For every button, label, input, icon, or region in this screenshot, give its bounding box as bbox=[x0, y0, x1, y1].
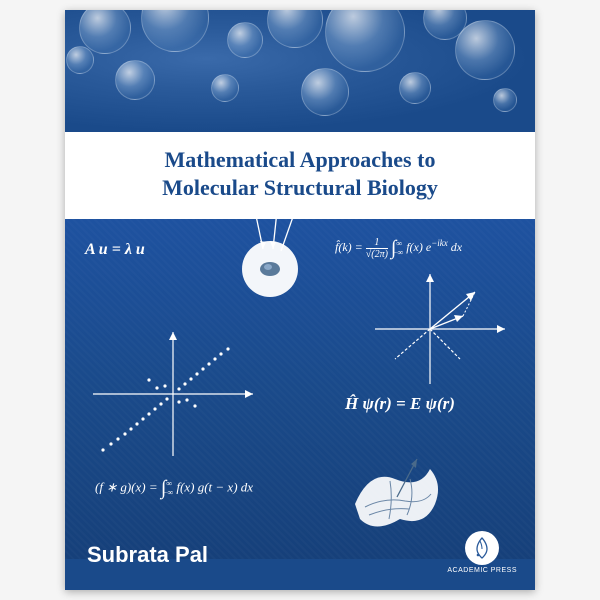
book-cover: Mathematical Approaches to Molecular Str… bbox=[65, 10, 535, 590]
scatter-point bbox=[116, 437, 119, 440]
scatter-point bbox=[226, 347, 229, 350]
scatter-point bbox=[123, 432, 126, 435]
scatter-point bbox=[177, 387, 180, 390]
scatter-point bbox=[207, 362, 210, 365]
water-bubble bbox=[493, 88, 517, 112]
publisher-logo-icon bbox=[465, 531, 499, 565]
scatter-point bbox=[185, 398, 188, 401]
publisher-label: ACADEMIC PRESS bbox=[447, 567, 517, 574]
book-title: Mathematical Approaches to Molecular Str… bbox=[85, 146, 515, 201]
surface-diagram bbox=[335, 449, 465, 539]
water-bubble bbox=[301, 68, 349, 116]
scatter-point bbox=[153, 407, 156, 410]
scatter-point bbox=[213, 357, 216, 360]
scatter-diagram bbox=[83, 324, 263, 464]
water-bubble bbox=[227, 22, 263, 58]
equation-eigen: A u = λ u bbox=[85, 241, 145, 259]
scatter-point bbox=[101, 448, 104, 451]
scatter-point bbox=[129, 427, 132, 430]
vector-diagram bbox=[365, 264, 515, 394]
water-bubble bbox=[211, 74, 239, 102]
scatter-point bbox=[147, 412, 150, 415]
bubble-band bbox=[65, 10, 535, 132]
water-bubble bbox=[141, 10, 209, 52]
water-bubble bbox=[267, 10, 323, 48]
scatter-point bbox=[193, 404, 196, 407]
water-bubble bbox=[455, 20, 515, 80]
scatter-point bbox=[155, 386, 158, 389]
diagram-area: A u = λ u f̂(k) = 1 √(2π) ∫∞−∞ f(x) e−ik… bbox=[65, 219, 535, 559]
scatter-point bbox=[147, 378, 150, 381]
scatter-point bbox=[201, 367, 204, 370]
scatter-point bbox=[177, 400, 180, 403]
author-name: Subrata Pal bbox=[87, 542, 208, 568]
scatter-point bbox=[159, 402, 162, 405]
title-line-1: Mathematical Approaches to bbox=[165, 147, 436, 172]
disc-diagram bbox=[215, 211, 335, 321]
scatter-point bbox=[189, 377, 192, 380]
scatter-point bbox=[135, 422, 138, 425]
equation-schrodinger: Ĥ ψ(r) = E ψ(r) bbox=[345, 394, 455, 414]
water-bubble bbox=[66, 46, 94, 74]
publisher-logo: ACADEMIC PRESS bbox=[447, 531, 517, 574]
water-bubble bbox=[399, 72, 431, 104]
water-bubble bbox=[115, 60, 155, 100]
equation-fourier: f̂(k) = 1 √(2π) ∫∞−∞ f(x) e−ikx dx bbox=[335, 237, 462, 260]
scatter-point bbox=[163, 384, 166, 387]
water-bubble bbox=[325, 10, 405, 72]
scatter-point bbox=[109, 442, 112, 445]
scatter-point bbox=[219, 352, 222, 355]
title-line-2: Molecular Structural Biology bbox=[162, 175, 438, 200]
scatter-point bbox=[183, 382, 186, 385]
title-band: Mathematical Approaches to Molecular Str… bbox=[65, 132, 535, 219]
scatter-point bbox=[165, 397, 168, 400]
equation-convolution: (f ∗ g)(x) = ∫∞−∞ f(x) g(t − x) dx bbox=[95, 477, 253, 500]
scatter-point bbox=[141, 417, 144, 420]
scatter-point bbox=[195, 372, 198, 375]
